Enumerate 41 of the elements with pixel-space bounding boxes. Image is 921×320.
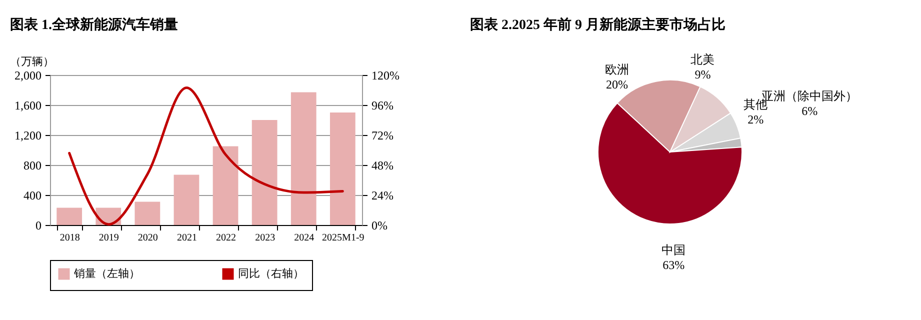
x-tick-label: 2024 xyxy=(294,232,314,244)
bar xyxy=(174,174,200,225)
y2-tick-label: 0% xyxy=(372,218,388,232)
bar xyxy=(134,202,160,225)
data-label: 6% xyxy=(802,104,818,118)
x-tick-label: 2023 xyxy=(255,232,276,244)
data-label: 20% xyxy=(606,78,628,92)
bar xyxy=(252,120,278,225)
y2-tick-label: 72% xyxy=(372,128,394,142)
y-axis-title: （万辆） xyxy=(10,56,54,68)
x-tick-label: 2025M1-9 xyxy=(322,232,364,244)
data-label: 9% xyxy=(694,68,711,82)
legend-label: 同比（右轴） xyxy=(238,267,304,280)
slice-label: 欧洲 xyxy=(605,62,630,77)
y-tick-label: 800 xyxy=(24,158,42,172)
y2-tick-label: 96% xyxy=(372,98,394,112)
slice-label: 北美 xyxy=(690,52,715,67)
y-tick-label: 2,000 xyxy=(14,68,42,82)
x-tick-label: 2019 xyxy=(98,232,119,244)
y-tick-label: 1,600 xyxy=(14,98,42,112)
chart-title: 图表 2.2025 年前 9 月新能源主要市场占比 xyxy=(470,16,726,33)
y2-tick-label: 48% xyxy=(372,158,394,172)
y-tick-label: 1,200 xyxy=(14,128,42,142)
y2-tick-label: 24% xyxy=(372,188,394,202)
x-tick-label: 2018 xyxy=(60,232,80,244)
chart-title: 图表 1.全球新能源汽车销量 xyxy=(10,16,178,33)
legend-label: 销量（左轴） xyxy=(73,267,140,280)
y-tick-label: 0 xyxy=(36,218,42,232)
y2-tick-label: 120% xyxy=(372,68,400,82)
bar xyxy=(56,208,82,225)
x-tick-label: 2021 xyxy=(176,232,197,244)
slice-label: 中国 xyxy=(662,242,686,257)
bar xyxy=(330,112,356,225)
bar xyxy=(212,146,238,225)
bar xyxy=(290,92,316,225)
data-label: 2% xyxy=(748,112,764,126)
x-tick-label: 2022 xyxy=(216,232,236,244)
x-tick-label: 2020 xyxy=(138,232,158,244)
y-tick-label: 400 xyxy=(24,188,42,202)
data-label: 63% xyxy=(662,258,685,272)
line-series xyxy=(68,86,344,226)
